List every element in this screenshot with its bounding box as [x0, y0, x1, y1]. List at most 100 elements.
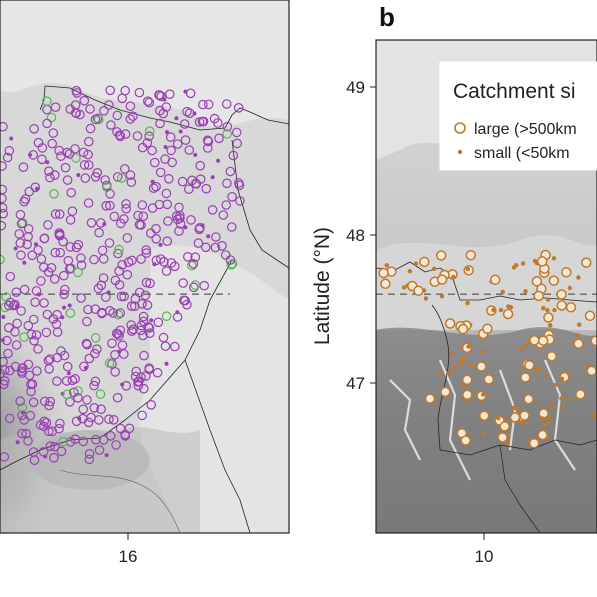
station-marker: [82, 339, 92, 350]
station-marker: [125, 170, 136, 180]
station-marker: [143, 96, 153, 106]
station-marker: [104, 100, 114, 110]
station-marker: [146, 399, 156, 410]
station-marker: [54, 145, 64, 156]
station-marker: [42, 309, 53, 320]
catchment-marker: [506, 433, 511, 439]
station-marker: [163, 216, 173, 226]
station-marker: [143, 322, 154, 332]
station-marker: [222, 129, 232, 139]
station-marker: [0, 379, 9, 390]
station-marker: [78, 413, 88, 424]
station-marker: [24, 370, 35, 381]
station-marker: [114, 244, 124, 255]
station-marker: [180, 135, 191, 145]
catchment-marker: [575, 389, 586, 400]
station-marker: [188, 258, 199, 269]
station-marker: [105, 85, 115, 96]
catchment-marker: [462, 357, 467, 362]
station-marker: [209, 113, 220, 124]
station-marker: [122, 233, 133, 243]
station-marker: [134, 219, 145, 230]
station-marker: [177, 176, 188, 187]
panel-b-border-inner: [499, 444, 541, 533]
panel-b-border-south: [439, 439, 597, 456]
catchment-marker: [465, 266, 471, 272]
station-marker: [65, 437, 76, 447]
station-marker: [117, 259, 127, 270]
station-marker: [136, 325, 146, 336]
station-marker: [134, 87, 145, 98]
station-marker: [98, 254, 109, 264]
station-marker: [174, 116, 179, 121]
legend-box: [439, 61, 597, 171]
catchment-marker: [519, 410, 530, 421]
station-marker: [163, 145, 168, 149]
station-marker: [106, 290, 111, 295]
station-marker: [144, 97, 155, 108]
station-marker: [32, 366, 42, 376]
station-marker: [90, 114, 101, 125]
catchment-marker: [413, 261, 419, 266]
station-marker: [21, 410, 26, 415]
station-marker: [33, 344, 43, 354]
catchment-marker: [556, 289, 567, 300]
station-marker: [175, 310, 180, 315]
station-marker: [52, 376, 62, 386]
panel-b-letter: b: [379, 2, 395, 32]
station-marker: [0, 184, 8, 195]
panel-b-y-axis-label: Latitude (°N): [311, 227, 334, 345]
catchment-marker: [439, 294, 445, 299]
catchment-marker: [413, 285, 424, 296]
catchment-marker: [561, 266, 572, 278]
catchment-marker: [440, 386, 451, 398]
station-marker: [37, 154, 47, 165]
catchment-marker: [565, 302, 577, 313]
panel-b-frame: [375, 39, 597, 534]
station-marker: [14, 229, 25, 239]
station-marker: [10, 327, 20, 337]
station-marker: [44, 400, 54, 411]
station-marker: [198, 99, 208, 110]
station-marker: [211, 232, 221, 242]
catchment-marker: [498, 307, 504, 313]
station-marker: [231, 127, 242, 138]
station-marker: [184, 145, 194, 155]
station-marker: [150, 179, 155, 184]
catchment-marker: [549, 403, 554, 408]
station-marker: [104, 238, 115, 248]
panel-a-xtick-label: 16: [119, 547, 138, 566]
station-marker: [174, 226, 184, 236]
station-marker: [31, 286, 42, 296]
station-marker: [43, 426, 54, 437]
station-marker: [233, 103, 244, 113]
station-marker: [152, 367, 163, 378]
station-marker: [137, 200, 148, 210]
station-marker: [28, 314, 39, 325]
station-marker: [54, 228, 65, 238]
station-marker: [37, 292, 41, 297]
station-marker: [62, 389, 72, 400]
station-marker: [101, 292, 111, 302]
station-marker: [210, 242, 221, 253]
station-marker: [162, 236, 173, 246]
station-marker: [133, 210, 143, 221]
station-marker: [160, 341, 171, 351]
station-marker: [27, 379, 38, 389]
station-marker: [175, 213, 185, 223]
station-marker: [15, 238, 26, 248]
station-marker: [13, 246, 18, 251]
station-marker: [99, 106, 109, 116]
catchment-marker: [478, 410, 490, 421]
station-marker: [92, 168, 103, 178]
panel-b-stations: [378, 249, 597, 449]
station-marker: [79, 160, 90, 170]
legend-symbol-large: [454, 122, 466, 134]
station-marker: [0, 338, 5, 343]
station-marker: [227, 222, 237, 232]
station-marker: [197, 116, 208, 127]
station-marker: [60, 284, 70, 295]
station-marker: [11, 340, 22, 350]
station-marker: [0, 208, 8, 219]
station-marker: [155, 167, 166, 178]
